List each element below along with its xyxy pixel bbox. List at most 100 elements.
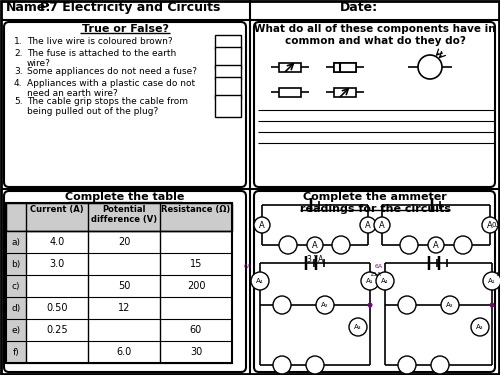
Bar — [6, 319, 26, 341]
Text: 60: 60 — [190, 325, 202, 335]
Text: 5.: 5. — [14, 97, 22, 106]
Circle shape — [360, 217, 376, 233]
Bar — [6, 275, 26, 297]
Text: Complete the table: Complete the table — [66, 192, 184, 202]
Text: 20: 20 — [118, 237, 130, 247]
Circle shape — [254, 217, 270, 233]
Bar — [6, 231, 26, 253]
Bar — [279, 63, 301, 72]
FancyBboxPatch shape — [4, 22, 246, 187]
Bar — [6, 253, 26, 275]
FancyBboxPatch shape — [254, 191, 495, 372]
Text: A₄: A₄ — [382, 278, 389, 284]
Bar — [215, 77, 241, 99]
Text: The fuse is attached to the earth
wire?: The fuse is attached to the earth wire? — [27, 49, 176, 68]
Text: 30: 30 — [190, 347, 202, 357]
Text: 0.50: 0.50 — [46, 303, 68, 313]
Text: b): b) — [12, 260, 20, 268]
Circle shape — [361, 272, 379, 290]
Text: Complete the ammeter
readings for the circuits: Complete the ammeter readings for the ci… — [300, 192, 450, 214]
Bar — [279, 87, 301, 96]
Text: A: A — [312, 240, 318, 249]
Text: Some appliances do not need a fuse?: Some appliances do not need a fuse? — [27, 67, 197, 76]
Bar — [6, 341, 26, 363]
Text: 6.0: 6.0 — [116, 347, 132, 357]
Text: f): f) — [12, 348, 20, 357]
Text: The cable grip stops the cable from
being pulled out of the plug?: The cable grip stops the cable from bein… — [27, 97, 188, 116]
Bar — [424, 64, 436, 70]
Bar — [6, 203, 232, 363]
Bar — [215, 65, 241, 79]
Bar — [6, 297, 26, 319]
FancyBboxPatch shape — [4, 191, 246, 372]
Circle shape — [307, 237, 323, 253]
Text: Appliances with a plastic case do not
need an earth wire?: Appliances with a plastic case do not ne… — [27, 79, 195, 98]
Text: 6A: 6A — [244, 264, 252, 269]
Text: 50: 50 — [118, 281, 130, 291]
FancyBboxPatch shape — [254, 22, 495, 187]
Text: What do all of these components have in
common and what do they do?: What do all of these components have in … — [254, 24, 496, 46]
Bar — [215, 95, 241, 117]
Text: 4.: 4. — [14, 79, 22, 88]
Text: A: A — [365, 220, 371, 230]
Text: A₁: A₁ — [488, 278, 496, 284]
Text: 2.: 2. — [14, 49, 22, 58]
Circle shape — [279, 236, 297, 254]
Circle shape — [454, 236, 472, 254]
Text: 15: 15 — [190, 259, 202, 269]
Text: Name:: Name: — [6, 1, 52, 14]
Text: A₂: A₂ — [321, 302, 329, 308]
Bar — [334, 63, 356, 72]
Circle shape — [368, 303, 372, 307]
Text: 6A: 6A — [375, 264, 383, 269]
Circle shape — [428, 237, 444, 253]
Circle shape — [441, 296, 459, 314]
Bar — [334, 63, 356, 72]
Circle shape — [332, 236, 350, 254]
Text: e): e) — [12, 326, 20, 334]
Bar — [6, 203, 232, 231]
Text: P7 Electricity and Circuits: P7 Electricity and Circuits — [40, 1, 220, 14]
Text: A₃: A₃ — [476, 324, 484, 330]
Circle shape — [398, 356, 416, 374]
Circle shape — [482, 217, 498, 233]
Circle shape — [418, 55, 442, 79]
Circle shape — [490, 303, 494, 307]
Text: A: A — [487, 220, 493, 230]
Bar — [215, 35, 241, 49]
Circle shape — [306, 356, 324, 374]
Text: Current (A): Current (A) — [30, 205, 84, 214]
Circle shape — [316, 296, 334, 314]
Text: A₄: A₄ — [256, 278, 264, 284]
Circle shape — [374, 217, 390, 233]
Text: 15A: 15A — [369, 273, 381, 278]
Text: a): a) — [12, 237, 20, 246]
Text: 15A: 15A — [495, 273, 500, 278]
Text: 3.7A: 3.7A — [306, 255, 324, 264]
Circle shape — [471, 318, 489, 336]
Text: Date:: Date: — [340, 1, 378, 14]
Bar — [215, 47, 241, 69]
Text: 3.0: 3.0 — [50, 259, 64, 269]
Text: 1.: 1. — [14, 37, 22, 46]
Text: 0.5A: 0.5A — [492, 222, 500, 228]
Text: A₁: A₁ — [366, 278, 374, 284]
Text: A: A — [433, 240, 439, 249]
Circle shape — [400, 236, 418, 254]
Text: A₂: A₂ — [446, 302, 454, 308]
Text: 4.0: 4.0 — [50, 237, 64, 247]
Text: Potential
difference (V): Potential difference (V) — [91, 205, 157, 224]
Text: 0.25: 0.25 — [46, 325, 68, 335]
Circle shape — [349, 318, 367, 336]
Text: d): d) — [12, 303, 20, 312]
Text: A₃: A₃ — [354, 324, 362, 330]
Circle shape — [398, 296, 416, 314]
Circle shape — [273, 296, 291, 314]
Circle shape — [431, 356, 449, 374]
Text: 200: 200 — [187, 281, 206, 291]
Text: 3.: 3. — [14, 67, 22, 76]
Circle shape — [376, 272, 394, 290]
Text: A: A — [379, 220, 385, 230]
Circle shape — [483, 272, 500, 290]
Text: 12: 12 — [118, 303, 130, 313]
